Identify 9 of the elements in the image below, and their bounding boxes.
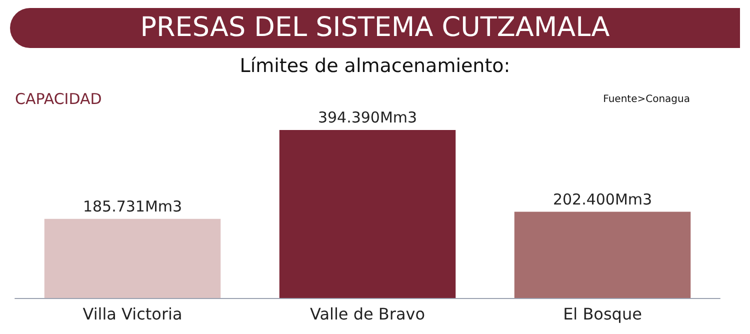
x-tick-label: Villa Victoria [82,304,182,324]
data-label: 202.400Mm3 [552,190,652,208]
data-label: 394.390Mm3 [318,108,418,126]
chart-subtitle: Límites de almacenamiento: [238,55,512,77]
x-tick-label: Valle de Bravo [310,304,426,324]
data-label: 185.731Mm3 [82,197,182,216]
y-axis-title: CAPACIDAD [15,90,102,108]
x-tick-label: El Bosque [563,304,642,324]
source-note: Fuente>Conagua [603,94,690,105]
